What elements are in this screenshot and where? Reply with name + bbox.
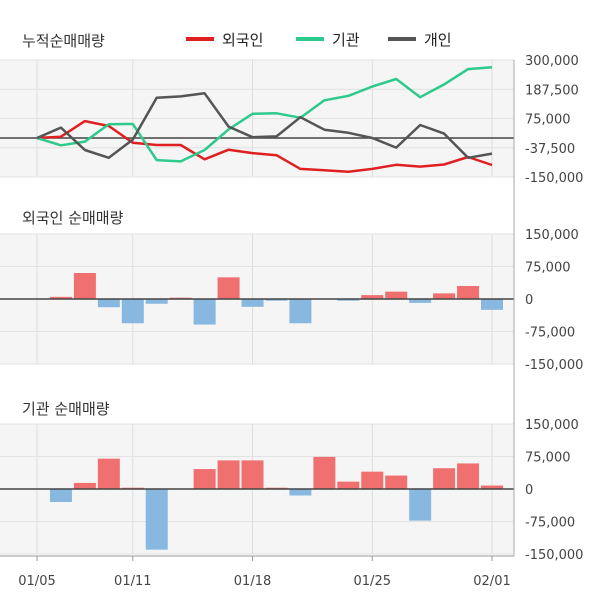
bar-01/28 bbox=[433, 293, 456, 299]
legend-institution-label: 기관 bbox=[332, 31, 360, 49]
bar-01/26 bbox=[385, 475, 408, 489]
bar-01/07 bbox=[73, 273, 96, 299]
series-line-개인 bbox=[36, 92, 493, 160]
legend: 외국인 기관 개인 bbox=[186, 31, 452, 49]
y-tick-label: -37,500 bbox=[525, 142, 575, 157]
foreign-panel-title: 외국인 순매매량 bbox=[22, 209, 124, 227]
bar-01/11 bbox=[121, 299, 144, 324]
foreign-panel: 외국인 순매매량 150,000 75,000 0 -75,000 -150,000 bbox=[0, 209, 583, 373]
x-tick-label: 01/18 bbox=[234, 574, 271, 589]
bar-01/21 bbox=[313, 456, 336, 489]
bar-01/12 bbox=[145, 489, 168, 550]
bar-01/20 bbox=[289, 299, 312, 324]
bar-01/29 bbox=[457, 463, 480, 489]
y-tick-label: 75,000 bbox=[525, 261, 571, 276]
x-tick-label: 01/11 bbox=[114, 574, 151, 589]
x-tick-label: 01/25 bbox=[354, 574, 391, 589]
bar-01/25 bbox=[361, 295, 384, 299]
bar-01/26 bbox=[385, 291, 408, 299]
cumulative-series bbox=[36, 66, 493, 174]
bar-01/27 bbox=[409, 489, 432, 521]
bar-01/15 bbox=[217, 277, 240, 299]
bar-01/07 bbox=[73, 482, 96, 489]
bar-01/20 bbox=[289, 489, 312, 496]
bar-02/01 bbox=[481, 299, 503, 310]
legend-foreign-label: 외국인 bbox=[222, 31, 263, 49]
institution-panel: 기관 순매매량 150,000 75,000 0 -75,000 -150,000 bbox=[0, 400, 583, 563]
institution-panel-title: 기관 순매매량 bbox=[22, 400, 110, 418]
series-line-기관 bbox=[36, 66, 493, 163]
institution-y-ticks: 150,000 75,000 0 -75,000 -150,000 bbox=[525, 418, 583, 563]
y-tick-label: -150,000 bbox=[525, 548, 583, 563]
bar-01/18 bbox=[241, 299, 264, 307]
series-line-외국인 bbox=[36, 119, 493, 174]
y-tick-label: -150,000 bbox=[525, 358, 583, 373]
x-tick-label: 02/01 bbox=[473, 574, 510, 589]
y-tick-label: 75,000 bbox=[525, 113, 571, 128]
bar-01/15 bbox=[217, 460, 240, 489]
bar-01/25 bbox=[361, 471, 384, 489]
y-tick-label: 75,000 bbox=[525, 451, 571, 466]
bar-01/28 bbox=[433, 468, 456, 489]
y-tick-label: 0 bbox=[525, 293, 533, 308]
bar-01/29 bbox=[457, 286, 480, 299]
foreign-y-ticks: 150,000 75,000 0 -75,000 -150,000 bbox=[525, 228, 583, 373]
cumulative-y-ticks: 300,000 187,500 75,000 -37,500 -150,000 bbox=[525, 54, 583, 186]
bar-01/08 bbox=[97, 299, 120, 308]
legend-individual-label: 개인 bbox=[424, 31, 452, 49]
y-tick-label: 300,000 bbox=[525, 54, 579, 69]
x-axis-ticks: 01/05 01/11 01/18 01/25 02/01 bbox=[18, 556, 511, 589]
bar-01/08 bbox=[97, 458, 120, 489]
bar-01/14 bbox=[193, 469, 216, 489]
bar-02/01 bbox=[481, 485, 503, 489]
cumulative-panel-title: 누적순매매량 bbox=[22, 32, 105, 50]
bar-01/22 bbox=[337, 481, 360, 489]
bar-01/12 bbox=[145, 299, 168, 304]
y-tick-label: 150,000 bbox=[525, 228, 579, 243]
institution-bars bbox=[0, 456, 514, 550]
bar-01/19 bbox=[265, 299, 288, 301]
cumulative-panel: 누적순매매량 외국인 기관 개인 300,000 187,500 75,000 -37… bbox=[0, 31, 583, 186]
y-tick-label: 187,500 bbox=[525, 83, 579, 98]
x-tick-label: 01/05 bbox=[18, 574, 55, 589]
bar-01/06 bbox=[49, 489, 72, 502]
bar-01/06 bbox=[49, 296, 72, 299]
foreign-bars bbox=[0, 273, 514, 325]
bar-01/14 bbox=[193, 299, 216, 325]
y-tick-label: -75,000 bbox=[525, 516, 575, 531]
bar-01/27 bbox=[409, 299, 432, 303]
bar-01/18 bbox=[241, 460, 264, 489]
bar-01/22 bbox=[337, 299, 360, 301]
y-tick-label: -150,000 bbox=[525, 171, 583, 186]
y-tick-label: 0 bbox=[525, 483, 533, 498]
y-tick-label: 150,000 bbox=[525, 418, 579, 433]
y-tick-label: -75,000 bbox=[525, 326, 575, 341]
